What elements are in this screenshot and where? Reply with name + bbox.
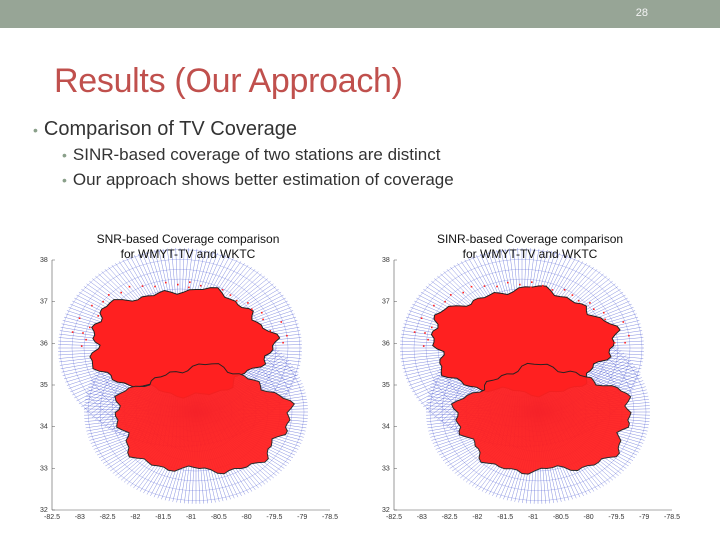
y-tick-label: 33 — [382, 465, 390, 472]
y-tick-label: 34 — [382, 424, 390, 431]
y-tick-label: 35 — [40, 382, 48, 389]
x-tick-label: -80 — [242, 514, 252, 521]
figure-title-line1: SNR-based Coverage comparison — [96, 232, 280, 246]
x-tick-label: -83 — [417, 514, 427, 521]
y-tick-label: 36 — [382, 340, 390, 347]
x-tick-label: -81.5 — [497, 514, 513, 521]
x-tick-label: -81.5 — [155, 514, 171, 521]
station-2-coverage-area — [450, 362, 632, 475]
bullet-dot-icon: • — [33, 122, 38, 138]
sub-bullet-2-text: Our approach shows better estimation of … — [72, 170, 454, 189]
x-tick-label: -82.5 — [442, 514, 458, 521]
bullet-main-text: Comparison of TV Coverage — [43, 118, 297, 140]
x-tick-label: -81 — [528, 514, 538, 521]
sub-bullet-2: • Our approach shows better estimation of… — [62, 170, 454, 190]
y-tick-label: 36 — [40, 340, 48, 347]
x-tick-label: -78.5 — [322, 514, 338, 521]
x-tick-label: -81 — [186, 514, 196, 521]
x-tick-label: -83 — [75, 514, 85, 521]
station-2-coverage-area — [114, 363, 295, 475]
bullet-main: • Comparison of TV Coverage — [33, 118, 297, 141]
x-tick-label: -82 — [472, 514, 482, 521]
y-tick-label: 32 — [40, 507, 48, 514]
y-tick-label: 37 — [40, 299, 48, 306]
x-tick-label: -79 — [639, 514, 649, 521]
bullet-dot-icon: • — [62, 172, 67, 188]
top-bar: 28 — [0, 0, 720, 28]
figure-title: SNR-based Coverage comparison for WMYT-T… — [38, 232, 338, 262]
x-tick-label: -80 — [584, 514, 594, 521]
x-tick-label: -80.5 — [211, 514, 227, 521]
coverage-figure-sinr: 38 37 36 35 34 33 32 -82.5 -83 -82.5 -82 -81.5 -81 -8… — [380, 230, 680, 535]
x-tick-label: -79.5 — [608, 514, 624, 521]
x-tick-label: -82.5 — [100, 514, 116, 521]
coverage-specks — [413, 281, 630, 347]
x-tick-label: -82.5 — [44, 514, 60, 521]
y-tick-label: 38 — [40, 257, 48, 264]
x-tick-label: -79.5 — [266, 514, 282, 521]
x-tick-label: -80.5 — [553, 514, 569, 521]
slide-title: Results (Our Approach) — [54, 62, 403, 100]
y-tick-label: 35 — [382, 382, 390, 389]
coverage-specks — [71, 281, 288, 347]
x-tick-label: -78.5 — [664, 514, 680, 521]
y-tick-label: 34 — [40, 424, 48, 431]
y-tick-label: 37 — [382, 299, 390, 306]
figure-title-line1: SINR-based Coverage comparison — [436, 232, 624, 246]
y-tick-label: 33 — [40, 465, 48, 472]
y-tick-label: 32 — [382, 507, 390, 514]
figure-title: SINR-based Coverage comparison for WMYT-… — [380, 232, 680, 262]
x-tick-label: -82 — [130, 514, 140, 521]
sub-bullet-1: • SINR-based coverage of two stations are… — [62, 145, 440, 165]
x-tick-label: -79 — [297, 514, 307, 521]
slide-number: 28 — [635, 7, 648, 19]
figure-title-line2: for WMYT-TV and WKTC — [120, 247, 256, 261]
bullet-dot-icon: • — [62, 147, 67, 163]
coverage-figure-snr: 38 37 36 35 34 33 32 -82.5 -83 -82.5 -82 -81.5 -81 -8… — [38, 230, 338, 535]
sub-bullet-1-text: SINR-based coverage of two stations are … — [72, 145, 441, 164]
y-tick-label: 38 — [382, 257, 390, 264]
x-tick-label: -82.5 — [386, 514, 402, 521]
figure-title-line2: for WMYT-TV and WKTC — [462, 247, 598, 261]
